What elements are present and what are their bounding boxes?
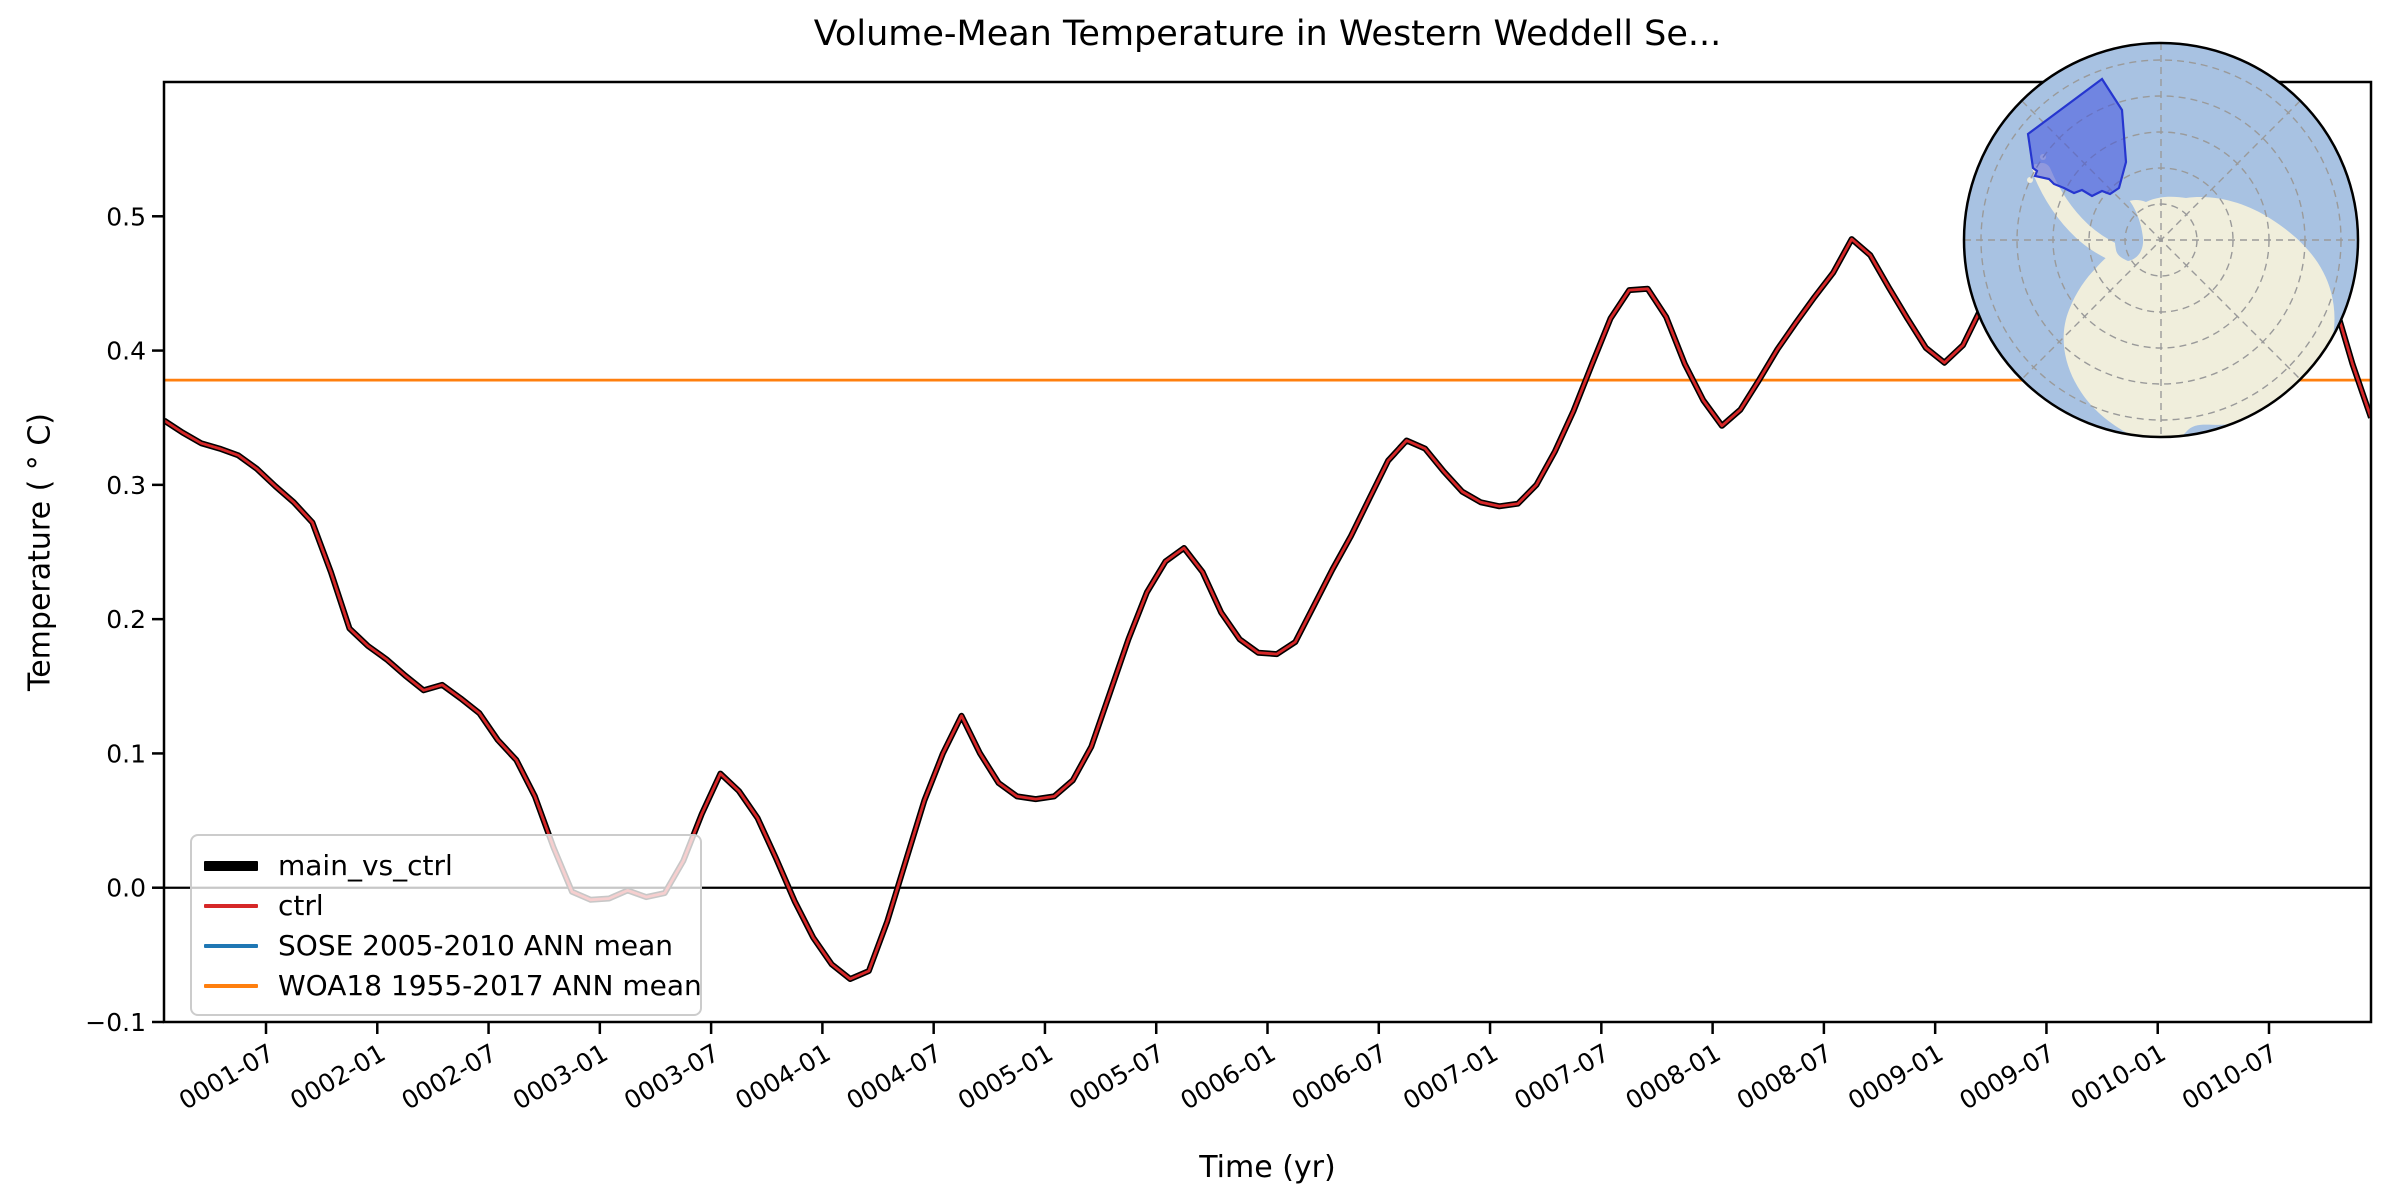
x-tick-label: 0006-07 — [1287, 1038, 1392, 1115]
x-tick-label: 0005-07 — [1064, 1038, 1169, 1115]
x-tick-label: 0006-01 — [1176, 1038, 1281, 1115]
legend-swatch-sose — [204, 944, 258, 948]
x-tick-label: 0005-01 — [953, 1038, 1058, 1115]
x-tick-label: 0003-07 — [619, 1038, 724, 1115]
legend-label: main_vs_ctrl — [278, 849, 453, 882]
x-tick-label: 0007-07 — [1509, 1038, 1614, 1115]
legend-item-woa18: WOA18 1955-2017 ANN mean — [204, 966, 702, 1006]
x-tick-label: 0008-01 — [1621, 1038, 1726, 1115]
x-tick-label: 0002-07 — [397, 1038, 502, 1115]
weddell-bay — [2114, 194, 2144, 261]
y-tick-label: 0.1 — [106, 739, 146, 768]
chart-title: Volume-Mean Temperature in Western Wedde… — [813, 14, 1722, 54]
x-tick-label: 0003-01 — [508, 1038, 613, 1115]
x-tick-label: 0010-07 — [2177, 1038, 2282, 1115]
x-tick-label: 0010-01 — [2066, 1038, 2171, 1115]
x-tick-label: 0001-07 — [174, 1038, 279, 1115]
x-tick-label: 0009-07 — [1954, 1038, 2059, 1115]
weddell-region-overlay — [2026, 77, 2128, 198]
legend-swatch-ctrl — [204, 904, 258, 908]
legend-label: ctrl — [278, 889, 324, 922]
legend-item-main-vs-ctrl: main_vs_ctrl — [204, 846, 700, 886]
x-tick-label: 0007-01 — [1398, 1038, 1503, 1115]
x-tick-label: 0008-07 — [1732, 1038, 1837, 1115]
x-axis-label: Time (yr) — [1199, 1150, 1336, 1185]
legend-item-sose: SOSE 2005-2010 ANN mean — [204, 926, 700, 966]
y-tick-label: −0.1 — [85, 1008, 146, 1037]
legend-swatch-woa18 — [204, 984, 258, 988]
legend-label: SOSE 2005-2010 ANN mean — [278, 929, 674, 962]
y-tick-label: 0.3 — [106, 471, 146, 500]
y-tick-label: 0.4 — [106, 337, 146, 366]
y-axis-label: Temperature ( ° C) — [22, 413, 58, 691]
y-tick-label: 0.5 — [106, 202, 146, 231]
y-tick-label: 0.2 — [106, 605, 146, 634]
x-tick-label: 0004-07 — [842, 1038, 947, 1115]
map-border-circle — [1962, 41, 2360, 439]
antarctica-map-inset — [1962, 41, 2360, 439]
legend: main_vs_ctrl ctrl SOSE 2005-2010 ANN mea… — [190, 834, 702, 1016]
legend-label: WOA18 1955-2017 ANN mean — [278, 969, 702, 1002]
legend-swatch-main-vs-ctrl — [204, 861, 258, 871]
x-tick-label: 0009-01 — [1843, 1038, 1948, 1115]
x-tick-label: 0002-01 — [285, 1038, 390, 1115]
y-tick-label: 0.0 — [106, 874, 146, 903]
legend-item-ctrl: ctrl — [204, 886, 700, 926]
map-graticule — [1964, 43, 2358, 437]
x-tick-label: 0004-01 — [730, 1038, 835, 1115]
